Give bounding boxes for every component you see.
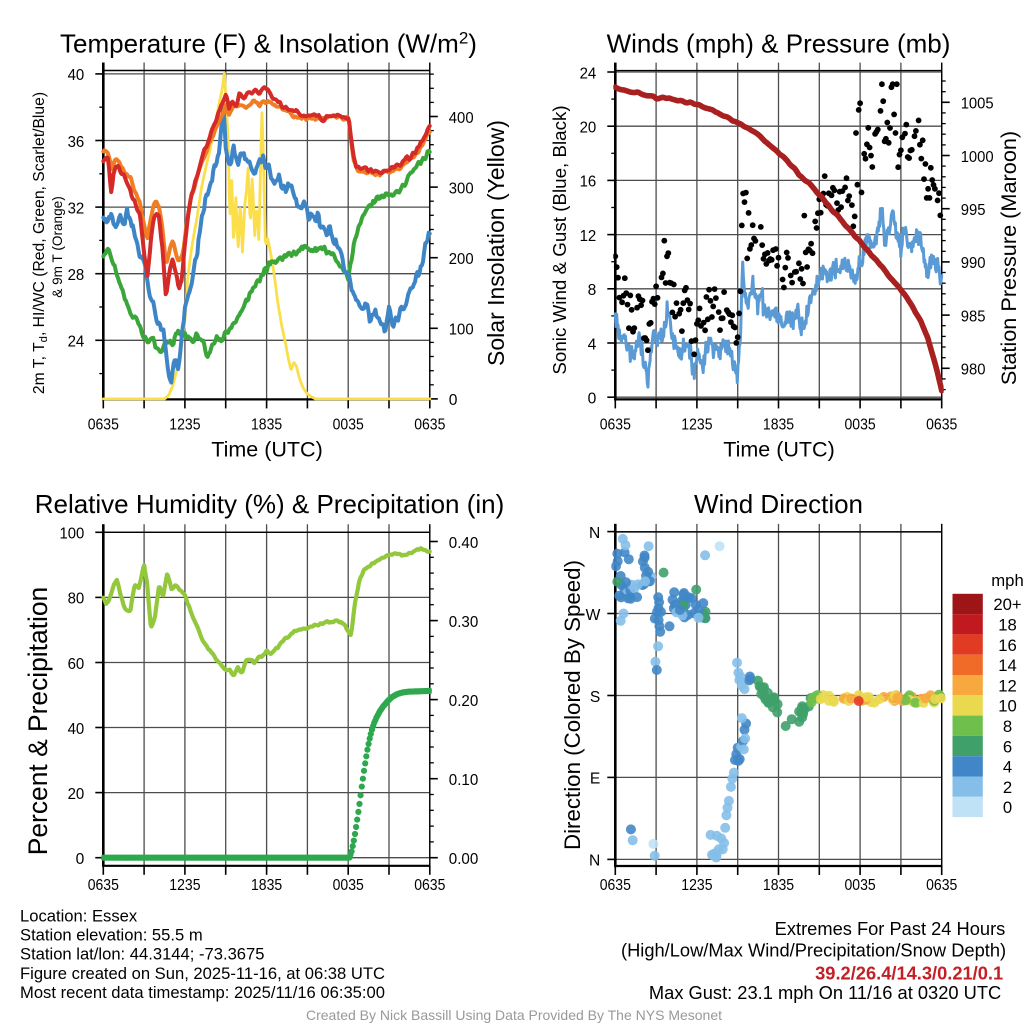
svg-text:Most recent data timestamp: 20: Most recent data timestamp: 2025/11/16 0…: [20, 983, 385, 1002]
svg-text:Extremes For Past 24 Hours: Extremes For Past 24 Hours: [775, 918, 1006, 939]
svg-text:12: 12: [998, 676, 1017, 695]
svg-text:60: 60: [68, 656, 85, 673]
svg-text:Station elevation: 55.5 m: Station elevation: 55.5 m: [20, 926, 203, 945]
svg-text:100: 100: [60, 526, 85, 543]
svg-text:39.2/26.4/14.3/0.21/0.1: 39.2/26.4/14.3/0.21/0.1: [815, 963, 1003, 984]
svg-text:1000: 1000: [961, 149, 994, 166]
svg-text:0: 0: [449, 392, 458, 409]
svg-text:0635: 0635: [88, 416, 119, 433]
svg-text:Created By Nick Bassill Using: Created By Nick Bassill Using Data Provi…: [306, 1007, 722, 1023]
svg-text:1235: 1235: [681, 877, 712, 894]
svg-text:0635: 0635: [88, 877, 119, 894]
svg-text:0035: 0035: [333, 416, 364, 433]
svg-text:0635: 0635: [414, 416, 445, 433]
svg-text:Station Pressure (Maroon): Station Pressure (Maroon): [996, 131, 1021, 385]
svg-text:12: 12: [580, 228, 597, 245]
svg-text:1005: 1005: [961, 96, 994, 113]
svg-text:Direction (Colored By Speed): Direction (Colored By Speed): [560, 560, 585, 850]
svg-text:1835: 1835: [251, 877, 282, 894]
svg-text:1835: 1835: [763, 877, 794, 894]
svg-text:N: N: [589, 525, 600, 542]
svg-text:0.10: 0.10: [449, 772, 479, 789]
svg-text:24: 24: [580, 65, 597, 82]
svg-text:0635: 0635: [926, 416, 957, 433]
svg-text:0.40: 0.40: [449, 535, 479, 552]
svg-text:2: 2: [1003, 778, 1012, 797]
svg-text:N: N: [589, 853, 600, 870]
svg-text:Sonic Wind & Gust (Blue, Black: Sonic Wind & Gust (Blue, Black): [549, 105, 570, 374]
svg-text:0035: 0035: [333, 877, 364, 894]
svg-text:Station lat/lon: 44.3144; -73.: Station lat/lon: 44.3144; -73.3675: [20, 945, 264, 964]
svg-text:10: 10: [998, 697, 1017, 716]
svg-text:8: 8: [1003, 717, 1012, 736]
svg-text:0635: 0635: [600, 877, 631, 894]
svg-text:Temperature (F) & Insolation (: Temperature (F) & Insolation (W/m2): [60, 29, 477, 59]
svg-text:20+: 20+: [993, 595, 1021, 614]
svg-text:Time (UTC): Time (UTC): [211, 438, 322, 462]
svg-text:4: 4: [588, 336, 597, 353]
svg-text:0: 0: [76, 851, 85, 868]
svg-text:Winds (mph) & Pressure (mb): Winds (mph) & Pressure (mb): [607, 29, 951, 59]
svg-text:20: 20: [580, 120, 597, 137]
svg-text:24: 24: [68, 334, 85, 351]
svg-text:Solar Insolation (Yellow): Solar Insolation (Yellow): [483, 120, 509, 366]
svg-text:W: W: [586, 607, 601, 624]
svg-text:Location: Essex: Location: Essex: [20, 906, 138, 925]
svg-text:1235: 1235: [169, 877, 200, 894]
svg-text:6: 6: [1003, 737, 1012, 756]
svg-text:(High/Low/Max Wind/Precipitati: (High/Low/Max Wind/Precipitation/Snow De…: [621, 940, 1006, 961]
svg-text:0: 0: [588, 391, 597, 408]
svg-text:0.30: 0.30: [449, 614, 479, 631]
svg-text:18: 18: [998, 616, 1017, 635]
svg-text:Time (UTC): Time (UTC): [723, 438, 834, 462]
svg-text:1235: 1235: [169, 416, 200, 433]
svg-text:Relative Humidity (%) & Precip: Relative Humidity (%) & Precipitation (i…: [35, 489, 505, 519]
svg-text:36: 36: [68, 134, 85, 151]
svg-text:0635: 0635: [600, 416, 631, 433]
svg-text:300: 300: [449, 180, 474, 197]
svg-text:200: 200: [449, 251, 474, 268]
svg-text:985: 985: [961, 308, 986, 325]
svg-text:40: 40: [68, 67, 85, 84]
svg-text:32: 32: [68, 200, 85, 217]
svg-text:980: 980: [961, 362, 986, 379]
svg-text:1835: 1835: [251, 416, 282, 433]
svg-text:40: 40: [68, 721, 85, 738]
svg-text:28: 28: [68, 267, 85, 284]
svg-text:S: S: [590, 689, 600, 706]
svg-text:1235: 1235: [681, 416, 712, 433]
svg-text:80: 80: [68, 591, 85, 608]
svg-text:4: 4: [1003, 758, 1012, 777]
svg-text:16: 16: [998, 636, 1017, 655]
svg-text:16: 16: [580, 174, 597, 191]
svg-text:400: 400: [449, 110, 474, 127]
svg-text:0035: 0035: [845, 416, 876, 433]
svg-text:& 9m T (Orange): & 9m T (Orange): [50, 196, 65, 298]
svg-text:14: 14: [998, 656, 1017, 675]
svg-text:0635: 0635: [414, 877, 445, 894]
svg-text:990: 990: [961, 255, 986, 272]
svg-text:1835: 1835: [763, 416, 794, 433]
svg-text:Figure created on Sun, 2025-11: Figure created on Sun, 2025-11-16, at 06…: [20, 964, 385, 983]
svg-text:8: 8: [588, 282, 597, 299]
svg-text:2m T, Td, HI/WC (Red, Green, S: 2m T, Td, HI/WC (Red, Green, Scarlet/Blu…: [31, 92, 50, 394]
svg-text:20: 20: [68, 786, 85, 803]
svg-text:Wind Direction: Wind Direction: [694, 489, 863, 519]
svg-text:0.20: 0.20: [449, 693, 479, 710]
svg-text:mph: mph: [991, 571, 1023, 590]
svg-text:100: 100: [449, 322, 474, 339]
svg-text:995: 995: [961, 202, 986, 219]
svg-text:Percent & Precipitation: Percent & Precipitation: [23, 587, 53, 855]
svg-text:Max Gust: 23.1 mph On 11/16 at: Max Gust: 23.1 mph On 11/16 at 0320 UTC: [649, 982, 1001, 1003]
svg-text:0635: 0635: [926, 877, 957, 894]
svg-text:E: E: [590, 771, 600, 788]
svg-text:0.00: 0.00: [449, 851, 479, 868]
svg-text:0035: 0035: [845, 877, 876, 894]
svg-text:0: 0: [1003, 798, 1012, 817]
